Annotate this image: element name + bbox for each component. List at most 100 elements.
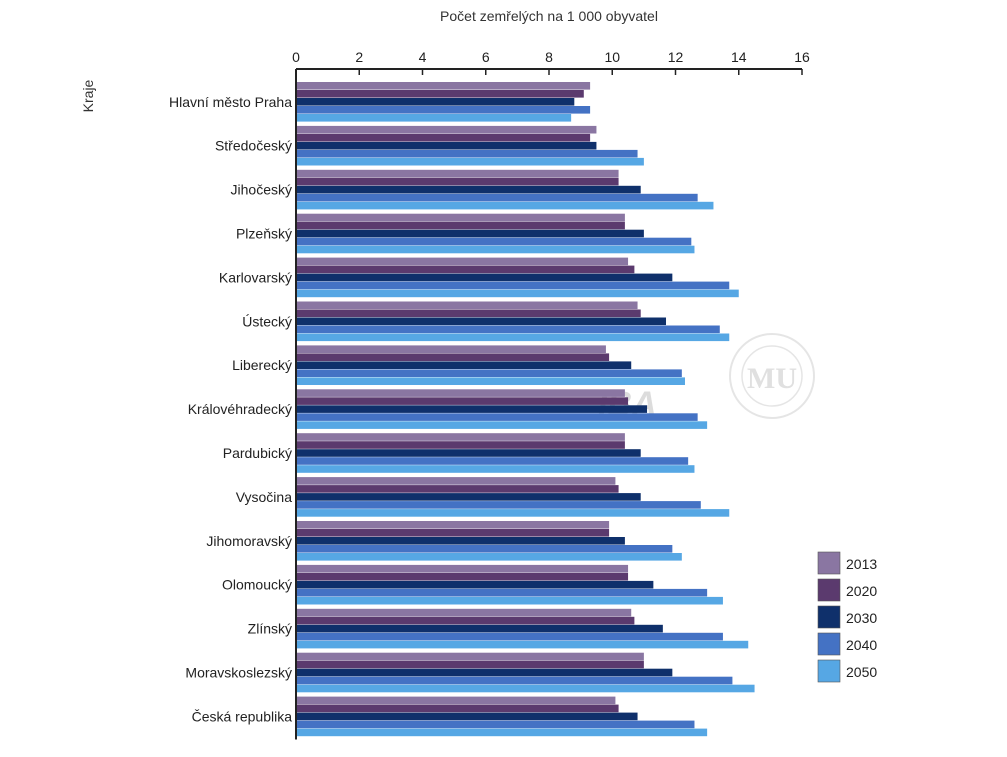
- bar-2040-13: [296, 676, 733, 685]
- bar-2040-1: [296, 149, 638, 158]
- x-tick-label: 12: [668, 49, 684, 65]
- bar-2050-7: [296, 421, 708, 429]
- bar-2040-5: [296, 325, 720, 334]
- seal-letter: MU: [747, 362, 797, 395]
- bar-2030-4: [296, 273, 673, 282]
- bar-2040-9: [296, 501, 701, 509]
- bar-2030-5: [296, 317, 667, 326]
- category-label: Středočeský: [215, 138, 292, 154]
- y-axis-title: Kraje: [80, 79, 96, 112]
- bar-2020-14: [296, 704, 619, 713]
- category-label: Jihomoravský: [206, 533, 292, 549]
- bar-2040-8: [296, 457, 689, 465]
- bar-2013-7: [296, 389, 625, 397]
- bar-2013-13: [296, 652, 644, 661]
- legend-label-2040: 2040: [846, 637, 877, 653]
- legend-label-2030: 2030: [846, 610, 877, 626]
- bar-2050-5: [296, 333, 730, 342]
- bar-2050-1: [296, 157, 644, 166]
- bar-2013-6: [296, 345, 606, 353]
- x-axis-title: Počet zemřelých na 1 000 obyvatel: [440, 8, 658, 24]
- bar-2013-4: [296, 257, 629, 266]
- bar-2040-2: [296, 193, 698, 202]
- bar-2020-1: [296, 133, 591, 142]
- bar-2040-12: [296, 632, 723, 641]
- legend-label-2020: 2020: [846, 583, 877, 599]
- bar-2030-0: [296, 98, 575, 106]
- x-tick-label: 14: [731, 49, 747, 65]
- bar-2030-7: [296, 405, 648, 413]
- category-label: Vysočina: [236, 489, 293, 505]
- x-tick-label: 16: [794, 49, 810, 65]
- bar-2040-14: [296, 720, 695, 729]
- category-label: Jihočeský: [231, 182, 292, 198]
- bar-2030-14: [296, 712, 638, 721]
- bar-2030-2: [296, 185, 641, 194]
- bar-2020-11: [296, 572, 629, 581]
- bar-2020-2: [296, 177, 619, 186]
- x-tick-label: 0: [292, 49, 300, 65]
- category-label: Ústecký: [242, 313, 292, 329]
- bar-2050-13: [296, 684, 755, 693]
- bar-2013-10: [296, 521, 610, 529]
- bar-2013-0: [296, 82, 591, 90]
- bar-2030-6: [296, 361, 632, 369]
- bar-2013-5: [296, 301, 638, 310]
- bar-2050-2: [296, 201, 714, 210]
- legend-swatch-2020: [817, 578, 841, 602]
- legend-swatch-2040: [817, 632, 841, 656]
- category-label: Pardubický: [223, 445, 292, 461]
- bar-2030-8: [296, 449, 641, 457]
- bar-2013-1: [296, 125, 597, 134]
- legend-swatch-2030: [817, 605, 841, 629]
- bar-2020-3: [296, 221, 625, 230]
- legend-label-2013: 2013: [846, 556, 877, 572]
- bar-2050-10: [296, 553, 682, 561]
- bar-2013-3: [296, 213, 625, 222]
- category-label: Karlovarský: [219, 269, 292, 285]
- bar-2050-14: [296, 728, 708, 737]
- axis-layer: 0 2 4 6 8 10 12 14 16: [292, 49, 810, 740]
- bar-2013-12: [296, 608, 632, 617]
- bar-2050-12: [296, 640, 749, 649]
- bar-2040-6: [296, 369, 682, 377]
- bar-2013-8: [296, 433, 625, 441]
- bars-layer: [296, 82, 755, 737]
- bar-2030-12: [296, 624, 663, 633]
- bar-2020-8: [296, 441, 625, 449]
- legend-swatch-2013: [817, 551, 841, 575]
- bar-2013-11: [296, 564, 629, 573]
- category-label: Moravskoslezský: [185, 665, 292, 681]
- bar-2040-4: [296, 281, 730, 290]
- bar-2050-4: [296, 289, 739, 298]
- category-label: Zlínský: [248, 621, 292, 637]
- bar-2030-10: [296, 537, 625, 545]
- bar-2020-10: [296, 529, 610, 537]
- bar-2020-5: [296, 309, 641, 318]
- bar-2030-11: [296, 580, 654, 589]
- bar-2020-0: [296, 90, 584, 98]
- legend-swatch-2050: [817, 659, 841, 683]
- bar-2040-0: [296, 106, 591, 114]
- category-label: Královéhradecký: [188, 401, 292, 417]
- category-label: Liberecký: [232, 357, 292, 373]
- bar-2040-3: [296, 237, 692, 246]
- x-tick-label: 6: [482, 49, 490, 65]
- bar-2040-11: [296, 588, 708, 597]
- bar-2050-3: [296, 245, 695, 254]
- bar-2030-1: [296, 141, 597, 150]
- category-labels: Hlavní město Praha Středočeský Jihočeský Pl…: [169, 94, 292, 725]
- bar-2013-9: [296, 477, 616, 485]
- bar-2050-9: [296, 509, 730, 517]
- bar-2050-6: [296, 377, 685, 385]
- bar-2040-10: [296, 545, 673, 553]
- x-tick-label: 4: [419, 49, 427, 65]
- category-label: Hlavní město Praha: [169, 94, 292, 110]
- bar-2020-13: [296, 660, 644, 669]
- bar-2020-12: [296, 616, 635, 625]
- bar-2050-0: [296, 114, 572, 122]
- bar-2013-2: [296, 169, 619, 178]
- bar-2020-4: [296, 265, 635, 274]
- bar-2050-8: [296, 465, 695, 473]
